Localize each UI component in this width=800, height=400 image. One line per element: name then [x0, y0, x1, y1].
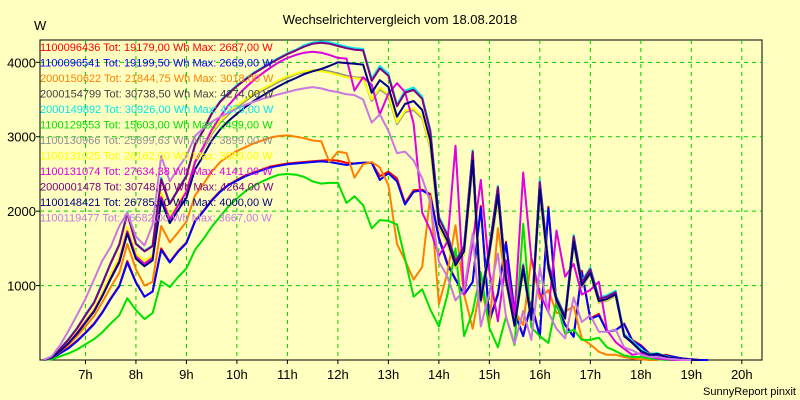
x-tick-label: 14h	[428, 367, 450, 382]
x-tick-label: 7h	[78, 367, 92, 382]
series-line-1100096541	[43, 160, 708, 361]
x-tick-label: 15h	[479, 367, 501, 382]
x-tick-label: 11h	[277, 367, 298, 382]
y-axis: 1000 2000 3000 4000	[7, 55, 40, 294]
legend-entry-1100119477: 1100119477 Tot: 26582,00 Wh Max: 3667,00…	[40, 213, 272, 225]
x-tick-label: 13h	[378, 367, 400, 382]
series-lines	[43, 40, 708, 361]
x-tick-label: 18h	[630, 367, 652, 382]
x-tick-label: 20h	[731, 367, 753, 382]
legend-entry-1100096541: 1100096541 Tot: 19199,50 Wh Max: 2669,00…	[40, 58, 273, 70]
x-tick-label: 16h	[529, 367, 551, 382]
legend-entry-2000001478: 2000001478 Tot: 30748,00 Wh Max: 4264,00…	[40, 182, 274, 194]
legend-entry-1100148421: 1100148421 Tot: 26785,50 Wh Max: 4000,00…	[40, 197, 273, 209]
legend-entry-2000149892: 2000149892 Tot: 30926,00 Wh Max: 4279,00…	[40, 104, 274, 116]
series-line-1100131074	[43, 50, 683, 361]
chart-title: Wechselrichtervergleich vom 18.08.2018	[283, 12, 518, 27]
y-tick-label: 2000	[7, 204, 36, 219]
y-tick-label: 3000	[7, 130, 36, 145]
y-tick-label: 1000	[7, 279, 36, 294]
footer-credit: SunnyReport pinxit	[703, 386, 796, 398]
y-tick-label: 4000	[7, 55, 36, 70]
legend-entry-2000150622: 2000150622 Tot: 21844,75 Wh Max: 3018,00…	[40, 73, 274, 85]
x-tick-label: 12h	[327, 367, 349, 382]
y-axis-unit-label: W	[34, 18, 47, 33]
legend-entry-1100131074: 1100131074 Tot: 27634,38 Wh Max: 4141,00…	[40, 166, 273, 178]
series-line-1100119477	[43, 86, 692, 361]
x-tick-label: 8h	[129, 367, 143, 382]
legend-entry-2000154799: 2000154799 Tot: 30738,50 Wh Max: 4274,00…	[40, 89, 274, 101]
legend-entry-1100130966: 1100130966 Tot: 25899,63 Wh Max: 3899,00…	[40, 135, 273, 147]
legend-entry-1100129553: 1100129553 Tot: 15603,00 Wh Max: 2499,00…	[40, 120, 273, 132]
x-tick-label: 19h	[680, 367, 702, 382]
legend-entry-1100096436: 1100096436 Tot: 19179,00 Wh Max: 2687,00…	[40, 42, 273, 54]
legend: 1100096436 Tot: 19179,00 Wh Max: 2687,00…	[40, 42, 274, 225]
x-tick-label: 10h	[226, 367, 248, 382]
x-tick-label: 17h	[579, 367, 601, 382]
legend-entry-1100131025: 1100131025 Tot: 26162,00 Wh Max: 3889,00…	[40, 151, 273, 163]
series-line-1100148421	[43, 61, 700, 361]
series-line-2000001478	[43, 41, 700, 361]
x-tick-label: 9h	[179, 367, 193, 382]
series-line-1100129553	[43, 173, 675, 361]
x-axis: 7h 8h 9h 10h 11h 12h 13h 14h 15h 16h 17h 18h 19h 20h	[78, 360, 753, 382]
